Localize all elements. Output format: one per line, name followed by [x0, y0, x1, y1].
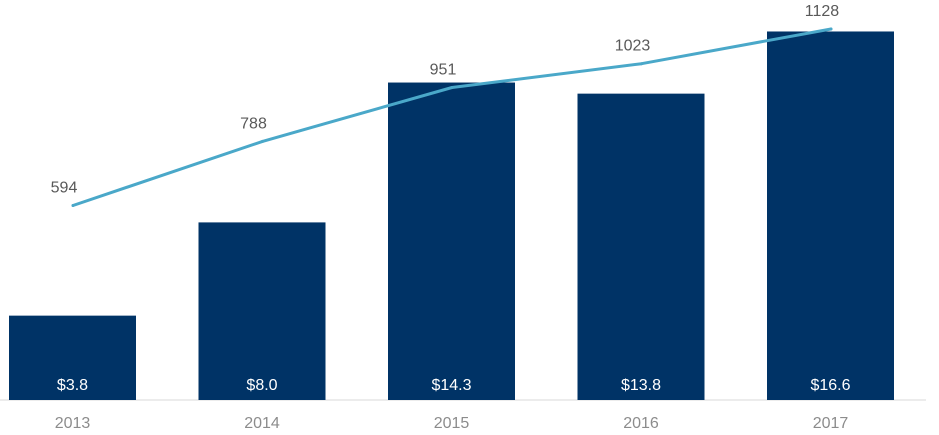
x-tick-2015: 2015	[434, 415, 470, 432]
x-tick-2013: 2013	[55, 415, 91, 432]
bar-2017	[767, 31, 894, 400]
line-label-2017: 1128	[805, 3, 840, 20]
line-layer: 594 788 951 1023 1128	[51, 3, 840, 207]
x-tick-2016: 2016	[623, 415, 659, 432]
bars-layer: $3.8 $8.0 $14.3 $13.8 $16.6	[9, 31, 894, 400]
bar-2013	[9, 315, 136, 400]
bar-2016	[577, 93, 705, 400]
bar-label-2016: $13.8	[621, 377, 661, 394]
x-axis-ticks: 2013 2014 2015 2016 2017	[55, 415, 849, 432]
bar-2015	[388, 82, 515, 400]
x-tick-2017: 2017	[813, 415, 849, 432]
bar-label-2017: $16.6	[810, 377, 850, 394]
bar-label-2013: $3.8	[57, 377, 88, 394]
line-label-2015: 951	[430, 62, 457, 79]
line-point-2015	[450, 86, 454, 90]
line-point-2014	[261, 139, 264, 143]
line-point-2016	[640, 62, 643, 66]
bar-2014	[198, 222, 326, 400]
x-tick-2014: 2014	[244, 415, 280, 432]
bar-label-2014: $8.0	[246, 377, 277, 394]
line-point-2013	[71, 204, 75, 207]
line-point-2017	[829, 27, 833, 31]
bar-label-2015: $14.3	[431, 377, 471, 394]
line-label-2016: 1023	[615, 38, 651, 55]
line-label-2013: 594	[51, 180, 78, 197]
line-label-2014: 788	[240, 115, 267, 132]
